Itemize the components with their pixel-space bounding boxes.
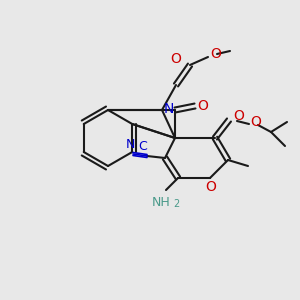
Text: O: O <box>206 180 216 194</box>
Text: 2: 2 <box>173 199 179 209</box>
Text: O: O <box>250 115 261 129</box>
Text: O: O <box>234 109 244 123</box>
Text: N: N <box>125 139 135 152</box>
Text: O: O <box>211 47 221 61</box>
Text: C: C <box>139 140 147 154</box>
Text: O: O <box>171 52 182 66</box>
Text: O: O <box>198 99 208 113</box>
Text: N: N <box>164 102 174 116</box>
Text: NH: NH <box>152 196 170 208</box>
